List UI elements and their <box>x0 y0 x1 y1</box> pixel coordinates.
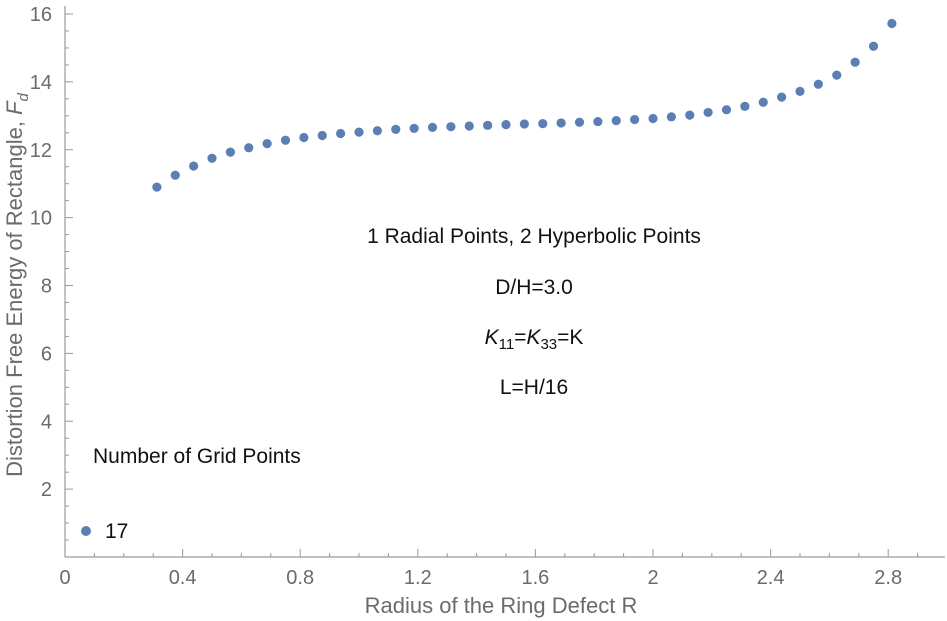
y-tick-label: 12 <box>30 140 52 162</box>
data-point <box>299 132 309 143</box>
data-point <box>409 123 419 133</box>
y-tick-label: 4 <box>41 411 52 433</box>
data-point <box>372 126 382 136</box>
y-tick-label: 14 <box>30 72 52 94</box>
y-axis-title-text: Distortion Free Energy of Rectangle, <box>2 115 27 477</box>
y-axis-title: Distortion Free Energy of Rectangle, Fd <box>2 92 32 476</box>
data-point <box>685 110 695 120</box>
data-point <box>556 118 566 128</box>
data-point <box>721 105 732 115</box>
data-point <box>391 124 401 134</box>
x-tick-label: 1.6 <box>521 567 549 589</box>
annotation-length: L=H/16 <box>500 376 568 399</box>
x-tick-label: 2.4 <box>757 567 785 589</box>
y-tick-label: 16 <box>30 4 52 26</box>
data-point <box>336 128 346 139</box>
data-point <box>795 86 805 96</box>
data-point <box>152 182 162 192</box>
legend-entry-label: 17 <box>105 520 128 543</box>
legend-title: Number of Grid Points <box>93 445 301 468</box>
data-point <box>850 57 860 67</box>
data-point <box>262 139 272 149</box>
y-tick-label: 8 <box>41 276 52 298</box>
data-point <box>703 107 713 118</box>
data-point <box>868 41 879 51</box>
y-axis-title-subscript: d <box>15 92 32 101</box>
data-points <box>152 18 897 192</box>
y-axis-title-symbol: F <box>2 100 27 115</box>
y-tick-label: 6 <box>41 343 52 365</box>
data-point <box>483 120 493 130</box>
data-point <box>777 92 787 102</box>
legend-marker <box>81 526 91 536</box>
data-point <box>225 147 235 157</box>
y-axis-ticks: 2 4 6 8 10 12 14 16 <box>30 4 73 541</box>
data-point <box>464 121 474 131</box>
data-point <box>648 113 658 124</box>
data-point <box>317 130 327 141</box>
data-point <box>170 170 180 180</box>
x-axis-ticks: 0 0.4 0.8 1.2 1.6 2 2.4 2.8 <box>59 549 919 589</box>
data-point <box>354 127 364 137</box>
x-tick-label: 1.2 <box>404 567 432 589</box>
data-point <box>611 115 621 126</box>
data-point <box>446 122 456 132</box>
x-tick-label: 0 <box>59 567 70 589</box>
annotation-elastic-constants: K11=K33=K <box>485 326 584 353</box>
data-point <box>630 114 640 125</box>
annotations: 1 Radial Points, 2 Hyperbolic Points D/H… <box>367 225 701 399</box>
y-tick-label: 10 <box>30 208 52 230</box>
data-point <box>427 122 438 132</box>
annotation-points: 1 Radial Points, 2 Hyperbolic Points <box>367 225 701 248</box>
data-point <box>189 161 199 171</box>
data-point <box>574 117 585 127</box>
data-point <box>887 18 897 29</box>
legend: Number of Grid Points 17 <box>81 445 301 543</box>
data-point <box>207 153 217 163</box>
x-tick-label: 2.8 <box>874 567 902 589</box>
x-tick-label: 0.4 <box>169 567 197 589</box>
data-point <box>813 79 823 89</box>
data-point <box>666 112 676 122</box>
data-point <box>538 119 548 129</box>
y-tick-label: 2 <box>41 479 52 501</box>
x-tick-label: 0.8 <box>286 567 314 589</box>
data-point <box>593 116 603 127</box>
data-point <box>740 101 750 111</box>
data-point <box>280 135 291 145</box>
annotation-ratio: D/H=3.0 <box>495 276 573 299</box>
data-point <box>501 120 511 130</box>
x-tick-label: 2 <box>647 567 658 589</box>
data-point <box>758 97 768 107</box>
data-point <box>832 70 842 80</box>
data-point <box>519 119 529 129</box>
data-point <box>244 143 254 153</box>
x-axis-title: Radius of the Ring Defect R <box>365 593 638 618</box>
